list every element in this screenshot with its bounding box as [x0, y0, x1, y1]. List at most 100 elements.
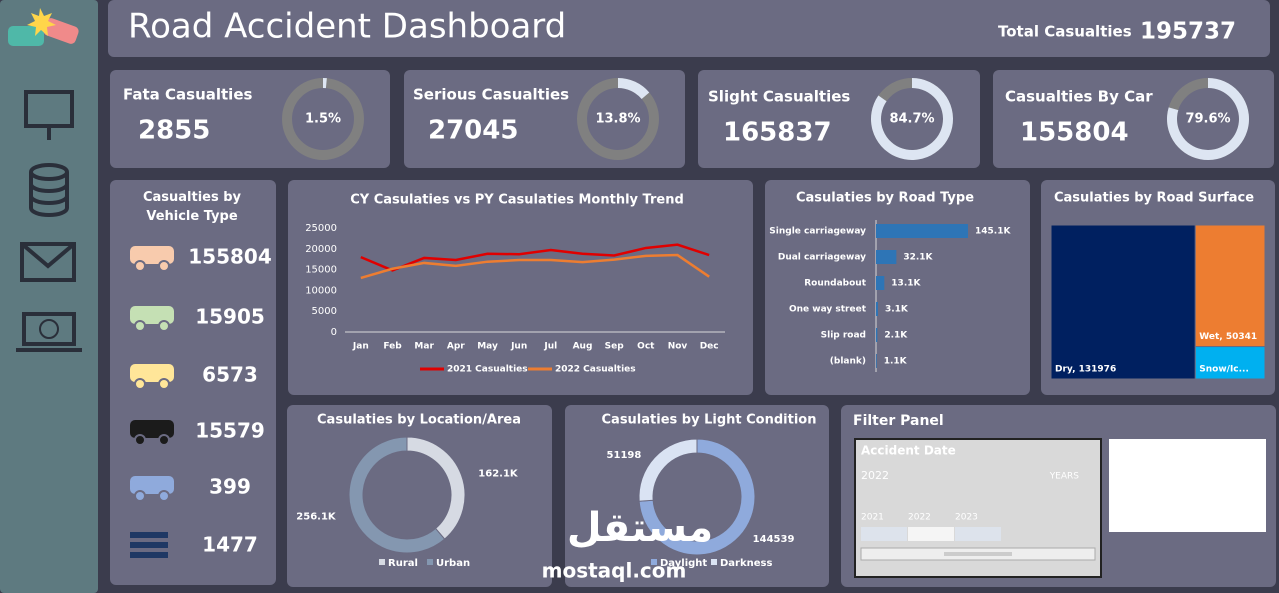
timeline-title: Accident Date: [861, 444, 956, 458]
icon-laptop: [39, 319, 59, 339]
icon-wheel: [134, 490, 146, 502]
panel: [993, 70, 1274, 168]
slicer-item[interactable]: Urban: [1125, 501, 1161, 515]
value-label: 2.1K: [884, 331, 908, 341]
kpi-ring: [618, 78, 650, 99]
icon-mail: [20, 242, 76, 269]
icon-database: [29, 172, 69, 217]
line-series: [360, 253, 710, 280]
total-value: 195737: [1140, 19, 1236, 45]
icon-wheel: [134, 320, 146, 332]
watermark: mostaql.com: [542, 559, 687, 583]
sidebar: [0, 0, 98, 593]
category-label: (blank): [830, 357, 866, 367]
icon-wheel: [158, 378, 170, 390]
donut-slice: [348, 436, 446, 554]
total-label: Total Casualties: [998, 23, 1132, 41]
y-tick-label: 0: [331, 327, 337, 338]
bar: [876, 224, 968, 238]
value-label: 256.1K: [296, 511, 337, 522]
category-label: Slip road: [821, 331, 866, 341]
vehicle-value: 399: [209, 475, 251, 499]
icon-vehicle: [130, 542, 168, 548]
donut-slice: [638, 438, 698, 502]
y-tick-label: 25000: [305, 223, 337, 234]
kpi-value: 2855: [138, 116, 210, 146]
icon-wheel: [158, 320, 170, 332]
icon-vehicle: [130, 246, 174, 264]
icon-mail: [20, 242, 76, 282]
kpi-share: 79.6%: [1185, 112, 1230, 127]
kpi-share: 13.8%: [595, 112, 640, 127]
x-tick-label: May: [477, 342, 498, 352]
icon-vehicle: [130, 532, 168, 538]
legend-label: 2021 Casualties: [447, 365, 528, 375]
slicer-item[interactable]: Rural: [1125, 474, 1156, 488]
icon-wheel: [158, 490, 170, 502]
value-label: 3.1K: [885, 305, 909, 315]
vehicle-value: 155804: [188, 245, 272, 269]
x-tick-label: Jun: [510, 342, 527, 352]
icon-spark: [27, 8, 56, 36]
donut-slice: [638, 438, 756, 556]
vehicle-title: Casualties by Vehicle Type: [142, 190, 242, 224]
x-tick-label: Dec: [700, 342, 719, 352]
x-tick-label: Apr: [447, 342, 465, 352]
value-label: 145.1K: [975, 227, 1011, 237]
category-label: Single carriageway: [769, 227, 866, 237]
panel: [698, 70, 980, 168]
vehicle-value: 6573: [202, 363, 258, 387]
panel: [108, 0, 1270, 57]
kpi-value: 27045: [428, 116, 518, 146]
icon-laptop: [22, 312, 76, 346]
legend-label: Darkness: [720, 558, 772, 569]
icon-wheel: [134, 378, 146, 390]
legend-swatch: [711, 559, 717, 565]
value-label: 51198: [607, 450, 642, 461]
icon-vehicle: [130, 476, 174, 494]
panel: [404, 70, 685, 168]
kpi-label: Casualties By Car: [1005, 88, 1153, 106]
x-tick-label: Mar: [414, 342, 434, 352]
kpi-label: Fata Casualties: [123, 86, 252, 104]
kpi-share: 1.5%: [305, 112, 341, 127]
value-label: 13.1K: [891, 279, 921, 289]
slicer-title: Urban_or_Rur...: [1117, 445, 1201, 458]
icon-vehicle: [130, 364, 174, 382]
value-label: 162.1K: [478, 469, 519, 480]
watermark: مستقل: [567, 505, 713, 551]
legend-swatch: [427, 559, 433, 565]
timeline-period[interactable]: [861, 527, 907, 541]
timeline-period[interactable]: [955, 527, 1001, 541]
vehicle-value: 15579: [195, 419, 265, 443]
legend-swatch: [651, 559, 657, 565]
panel-title: Filter Panel: [853, 413, 944, 429]
timeline-year: 2023: [955, 513, 978, 523]
bar: [876, 276, 885, 290]
legend-label: 2022 Casualties: [555, 365, 636, 375]
kpi-label: Slight Casualties: [708, 88, 850, 106]
legend-swatch: [379, 559, 385, 565]
treemap-cell: [1050, 224, 1196, 380]
value-label: Snow/Ic...: [1199, 365, 1249, 375]
treemap-cell: [1194, 346, 1266, 380]
treemap-cell: [1194, 224, 1266, 348]
chart-title: Casulaties by Location/Area: [317, 413, 521, 428]
kpi-value: 165837: [723, 118, 832, 148]
timeline-period[interactable]: [908, 527, 954, 541]
panel: [110, 70, 390, 168]
icon-car: [8, 26, 44, 46]
line-series: [360, 243, 710, 272]
kpi-ring: [323, 78, 327, 89]
category-label: One way street: [789, 305, 867, 315]
bar: [876, 250, 897, 264]
icon-vehicle: [130, 420, 174, 438]
chart-title: Casulaties by Light Condition: [602, 413, 817, 428]
title: Road Accident Dashboard: [128, 7, 566, 47]
y-tick-label: 15000: [305, 265, 337, 276]
x-tick-label: Nov: [668, 342, 688, 352]
bar: [876, 354, 877, 368]
x-tick-label: Feb: [383, 342, 402, 352]
